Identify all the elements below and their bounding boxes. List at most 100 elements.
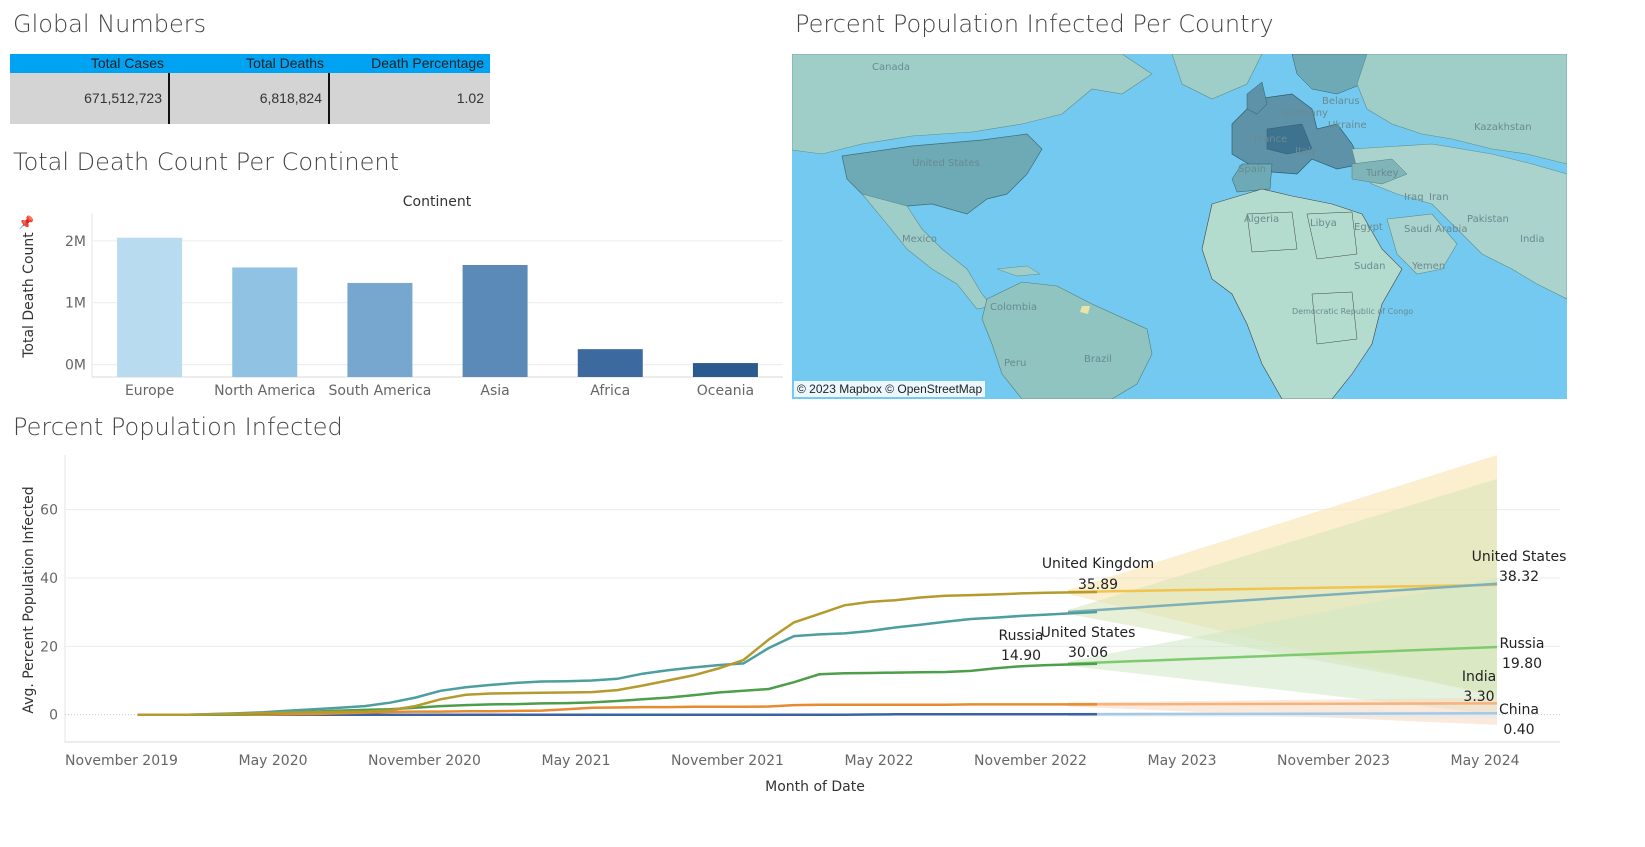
bar-category-label: South America bbox=[328, 383, 431, 399]
map-attribution[interactable]: © 2023 Mapbox © OpenStreetMap bbox=[794, 381, 986, 397]
line-y-axis-label: Avg. Percent Population Infected bbox=[21, 486, 37, 713]
forecast-line-united-states[interactable] bbox=[1067, 582, 1498, 614]
forecast-line-china[interactable] bbox=[1067, 712, 1498, 716]
annotation-value-united-states: 30.06 bbox=[1068, 645, 1108, 661]
infected-line-chart: Avg. Percent Population Infected 0 20 40 60 N… bbox=[21, 455, 1567, 795]
map-label-germany: Germany bbox=[1282, 108, 1328, 119]
line-x-tick-label: May 2021 bbox=[541, 753, 610, 769]
line-x-tick-label: November 2020 bbox=[368, 753, 481, 769]
map-label-mexico: Mexico bbox=[902, 234, 937, 245]
line-x-tick-label: May 2023 bbox=[1147, 753, 1216, 769]
series-line-united-kingdom[interactable] bbox=[137, 590, 1098, 716]
bar-asia[interactable] bbox=[462, 264, 528, 377]
bar-category-label: Europe bbox=[125, 383, 174, 399]
value-death-percentage: 1.02 bbox=[456, 90, 484, 106]
line-x-tick-label: November 2023 bbox=[1277, 753, 1390, 769]
map-label-turkey: Turkey bbox=[1365, 168, 1399, 179]
forecast-line-united-kingdom[interactable] bbox=[1067, 583, 1498, 594]
global-table-row: 671,512,723 6,818,824 1.02 bbox=[10, 73, 490, 124]
map-label-pakistan: Pakistan bbox=[1467, 214, 1509, 225]
line-x-tick-label: November 2021 bbox=[671, 753, 784, 769]
annotation-name-united-states-forecast: United States bbox=[1472, 549, 1567, 565]
line-x-tick-label: November 2022 bbox=[974, 753, 1087, 769]
annotation-name-russia-forecast: Russia bbox=[1499, 636, 1544, 652]
map-label-united-states: United States bbox=[912, 158, 980, 169]
death-count-title: Total Death Count Per Continent bbox=[13, 148, 399, 176]
map-label-france: France bbox=[1254, 134, 1287, 145]
line-y-tick-label: 20 bbox=[40, 639, 58, 655]
line-x-axis-label: Month of Date bbox=[765, 779, 865, 795]
bar-europe[interactable] bbox=[117, 237, 183, 377]
map-canvas[interactable]: Canada United States Mexico Colombia Bra… bbox=[792, 54, 1567, 399]
forecast-band-india bbox=[1068, 697, 1497, 725]
line-y-tick-label: 40 bbox=[40, 571, 58, 587]
forecast-band-russia bbox=[1068, 578, 1497, 715]
map-label-saudi-arabia: Saudi Arabia bbox=[1404, 224, 1467, 235]
map-label-peru: Peru bbox=[1004, 358, 1026, 369]
map-label-kazakhstan: Kazakhstan bbox=[1474, 122, 1532, 133]
forecast-line-russia[interactable] bbox=[1067, 645, 1498, 666]
value-total-deaths: 6,818,824 bbox=[170, 73, 330, 124]
map-label-algeria: Algeria bbox=[1244, 214, 1279, 225]
map-label-canada: Canada bbox=[872, 62, 910, 73]
world-map[interactable]: Canada United States Mexico Colombia Bra… bbox=[792, 54, 1567, 399]
map-label-iraq: Iraq bbox=[1404, 192, 1424, 203]
bar-oceania[interactable] bbox=[692, 363, 758, 377]
map-label-egypt: Egypt bbox=[1354, 222, 1383, 233]
header-death-percentage[interactable]: Death Percentage bbox=[371, 55, 484, 71]
value-total-cases: 671,512,723 bbox=[10, 73, 170, 124]
map-label-spain: Spain bbox=[1238, 164, 1266, 175]
death-count-bar-chart: Continent Total Death Count📌 0M 1M 2M Europe N… bbox=[18, 194, 783, 399]
map-label-italy: Italy bbox=[1295, 146, 1317, 157]
map-label-india: India bbox=[1520, 234, 1545, 245]
series-line-india[interactable] bbox=[137, 703, 1098, 716]
map-label-libya: Libya bbox=[1310, 218, 1337, 229]
line-x-tick-label: May 2020 bbox=[238, 753, 307, 769]
header-total-deaths[interactable]: Total Deaths bbox=[246, 55, 324, 71]
global-table-header: Total Cases Total Deaths Death Percentag… bbox=[10, 54, 490, 73]
line-y-tick-label: 0 bbox=[49, 708, 58, 724]
annotation-name-china-forecast: China bbox=[1499, 702, 1539, 718]
infected-chart-title: Percent Population Infected bbox=[13, 413, 343, 441]
pin-icon[interactable]: 📌 bbox=[18, 214, 34, 231]
annotation-value-russia-forecast: 19.80 bbox=[1502, 656, 1542, 672]
bar-y-tick-label: 2M bbox=[65, 234, 86, 250]
annotation-value-india-forecast: 3.30 bbox=[1463, 689, 1494, 705]
line-x-tick-label: May 2022 bbox=[844, 753, 913, 769]
annotation-value-russia: 14.90 bbox=[1001, 648, 1041, 664]
bar-category-label: Oceania bbox=[697, 383, 754, 399]
global-numbers-title: Global Numbers bbox=[13, 10, 207, 38]
annotation-name-india-forecast: India bbox=[1462, 669, 1496, 685]
line-x-tick-label: May 2024 bbox=[1450, 753, 1519, 769]
map-label-ukraine: Ukraine bbox=[1328, 120, 1367, 131]
bar-y-tick-label: 0M bbox=[65, 358, 86, 374]
map-label-brazil: Brazil bbox=[1084, 354, 1112, 365]
header-total-cases[interactable]: Total Cases bbox=[90, 55, 164, 71]
annotation-name-united-states: United States bbox=[1041, 625, 1136, 641]
bar-category-label: Africa bbox=[590, 383, 630, 399]
bar-category-label: Asia bbox=[480, 383, 509, 399]
bar-north-america[interactable] bbox=[232, 267, 298, 377]
annotation-name-russia: Russia bbox=[998, 628, 1043, 644]
map-label-drc: Democratic Republic of Congo bbox=[1292, 307, 1413, 316]
bar-africa[interactable] bbox=[577, 349, 643, 377]
annotation-value-united-kingdom: 35.89 bbox=[1078, 577, 1118, 593]
line-x-tick-label: November 2019 bbox=[65, 753, 178, 769]
map-label-iran: Iran bbox=[1429, 192, 1449, 203]
bar-y-tick-label: 1M bbox=[65, 296, 86, 312]
annotation-value-united-states-forecast: 38.32 bbox=[1499, 569, 1539, 585]
map-label-belarus: Belarus bbox=[1322, 96, 1360, 107]
bar-category-label: North America bbox=[214, 383, 315, 399]
map-label-colombia: Colombia bbox=[990, 302, 1037, 313]
map-title: Percent Population Infected Per Country bbox=[795, 10, 1274, 38]
series-line-united-states[interactable] bbox=[137, 610, 1098, 716]
map-label-sudan: Sudan bbox=[1354, 261, 1386, 272]
global-numbers-table: Total Cases Total Deaths Death Percentag… bbox=[10, 54, 490, 124]
map-label-yemen: Yemen bbox=[1411, 261, 1445, 272]
line-y-tick-label: 60 bbox=[40, 503, 58, 519]
bar-y-axis-label: Total Death Count bbox=[21, 232, 37, 359]
bar-south-america[interactable] bbox=[347, 282, 413, 377]
annotation-value-china-forecast: 0.40 bbox=[1503, 722, 1534, 738]
continent-header: Continent bbox=[403, 194, 472, 210]
forecast-line-india[interactable] bbox=[1067, 702, 1498, 706]
